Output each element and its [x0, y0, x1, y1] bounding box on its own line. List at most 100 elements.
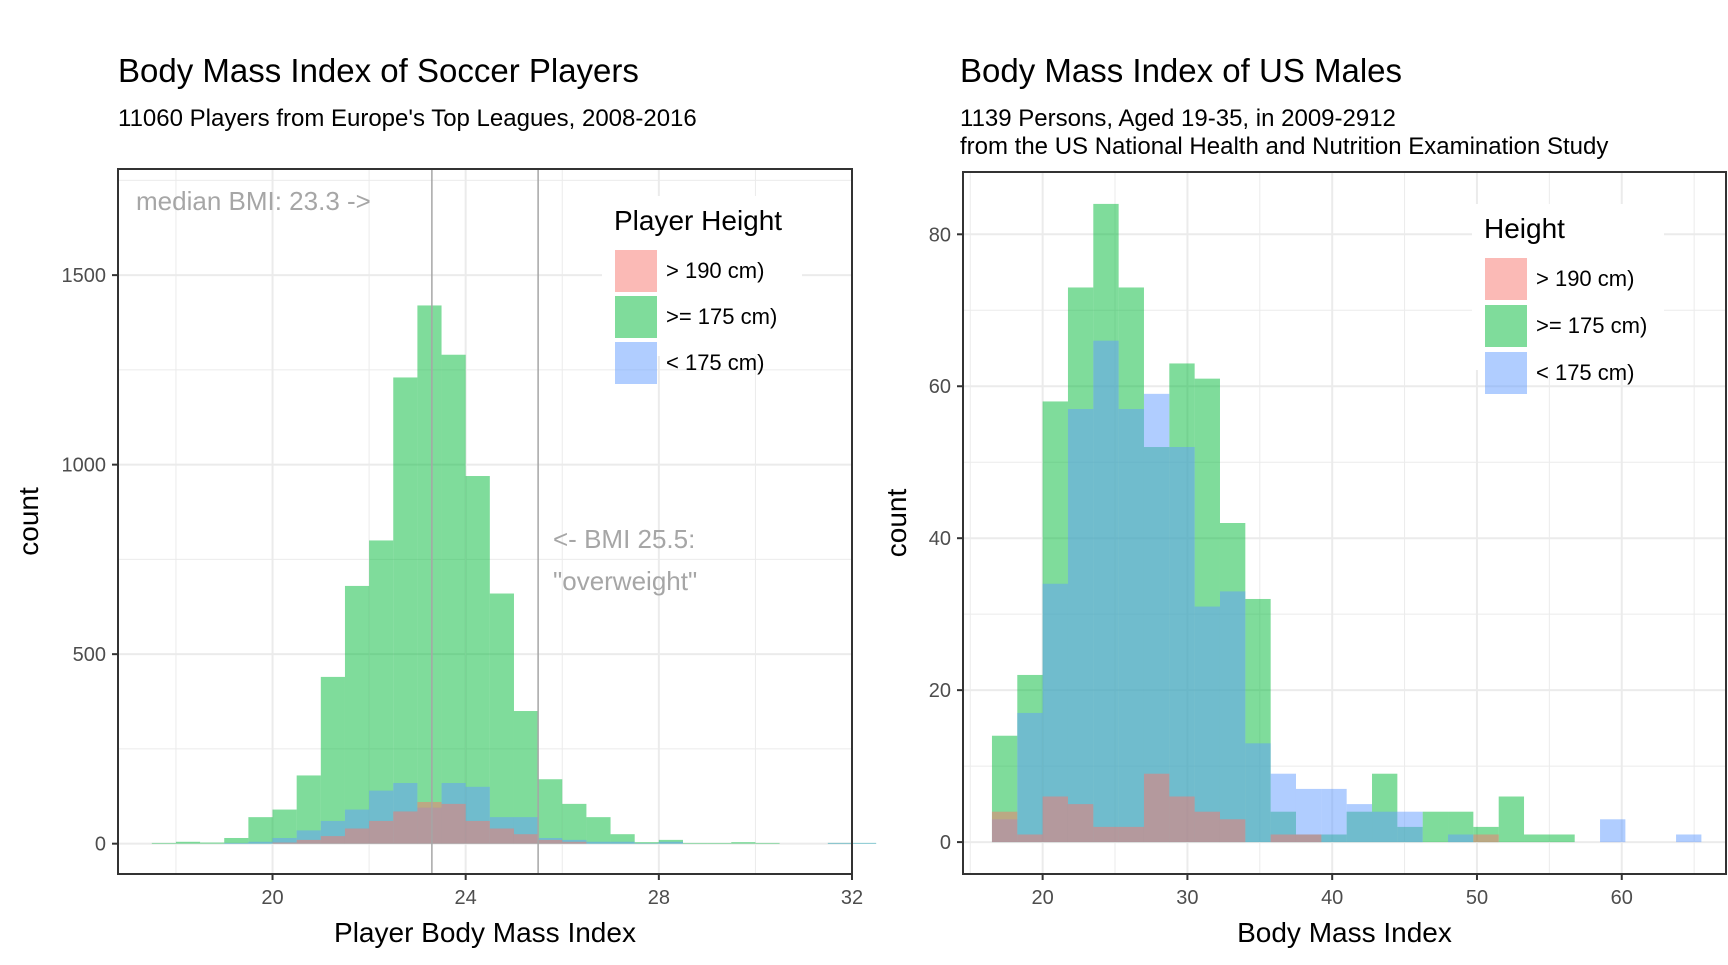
legend-title: Player Height [614, 205, 782, 236]
histogram-bar [490, 594, 514, 844]
y-tick-label: 80 [929, 224, 951, 246]
x-tick-label: 50 [1466, 887, 1488, 909]
histogram-bar [707, 843, 731, 844]
x-tick-label: 24 [455, 887, 477, 909]
x-tick-label: 30 [1176, 887, 1198, 909]
legend-key [1485, 305, 1527, 347]
histogram-bar [466, 821, 490, 844]
histogram-bar [852, 843, 876, 844]
histogram-bar [200, 843, 224, 844]
histogram-bar [1093, 341, 1118, 842]
annotation-text: "overweight" [553, 566, 697, 596]
y-tick-label: 0 [940, 832, 951, 854]
histogram-bar [393, 377, 417, 843]
histogram-bar [1271, 834, 1296, 842]
histogram-bar [1119, 827, 1144, 842]
x-tick-label: 40 [1321, 887, 1343, 909]
histogram-bar [1321, 789, 1346, 842]
y-axis-title: count [13, 487, 44, 556]
annotation-text: median BMI: 23.3 -> [136, 186, 371, 216]
histogram-bar [828, 843, 852, 844]
histogram-bar [1220, 819, 1245, 842]
x-axis-title: Body Mass Index [1237, 917, 1452, 948]
histogram-bar [345, 829, 369, 844]
histogram-bar [1144, 774, 1169, 842]
histogram-bar [297, 840, 321, 844]
legend-label: >= 175 cm) [666, 304, 777, 329]
histogram-bar [1347, 804, 1372, 842]
x-tick-label: 60 [1611, 887, 1633, 909]
histogram-bar [442, 804, 466, 844]
histogram-bar [1195, 812, 1220, 842]
chart-title: Body Mass Index of Soccer Players [118, 52, 639, 89]
soccer-bmi-chart: Body Mass Index of Soccer Players 11060 P… [13, 52, 876, 948]
histogram-bar [490, 829, 514, 844]
histogram-bar [1524, 834, 1549, 842]
legend-key [1485, 352, 1527, 394]
legend-label: > 190 cm) [1536, 266, 1634, 291]
histogram-bar [369, 821, 393, 844]
chart-subtitle: 11060 Players from Europe's Top Leagues,… [118, 105, 697, 132]
legend-label: < 175 cm) [666, 350, 764, 375]
histogram-bar [1195, 607, 1220, 843]
legend-label: < 175 cm) [1536, 360, 1634, 385]
histogram-bar [611, 842, 635, 844]
y-tick-label: 1000 [62, 455, 107, 477]
histogram-bar [1043, 797, 1068, 843]
legend-title: Height [1484, 213, 1565, 244]
histogram-bar [393, 811, 417, 843]
annotation-text: <- BMI 25.5: [553, 524, 695, 554]
x-tick-label: 20 [261, 887, 283, 909]
legend-key [615, 342, 657, 384]
histogram-bar [562, 842, 586, 844]
histogram-bar [586, 842, 610, 844]
us-males-bmi-chart: Body Mass Index of US Males 1139 Persons,… [881, 52, 1726, 948]
histogram-bar [1169, 447, 1194, 842]
histogram-bar [755, 843, 779, 844]
histogram-bar [1372, 812, 1397, 842]
chart-subtitle: 1139 Persons, Aged 19-35, in 2009-2912 [960, 105, 1396, 132]
histogram-bar [273, 843, 297, 844]
y-axis-title: count [881, 489, 912, 558]
x-tick-label: 20 [1032, 887, 1054, 909]
histogram-bar [1017, 834, 1042, 842]
histogram-bar [538, 840, 562, 844]
histogram-bar [1448, 834, 1473, 842]
x-tick-label: 28 [648, 887, 670, 909]
legend-key [615, 250, 657, 292]
histogram-bar [1600, 819, 1625, 842]
histogram-bar [1068, 804, 1093, 842]
x-axis-title: Player Body Mass Index [334, 917, 636, 948]
histogram-bar [586, 817, 610, 844]
histogram-bar [417, 802, 441, 844]
histogram-bar [731, 842, 755, 844]
y-tick-label: 60 [929, 376, 951, 398]
legend-key [1485, 258, 1527, 300]
histogram-bar [538, 779, 562, 843]
histogram-bar [224, 843, 248, 844]
histogram-bar [1296, 834, 1321, 842]
legend: Player Height> 190 cm)>= 175 cm)< 175 cm… [602, 196, 802, 384]
histogram-bar [152, 843, 176, 844]
histogram-bar [1549, 834, 1574, 842]
histogram-bar [1245, 743, 1270, 842]
histogram-bar [1423, 812, 1448, 842]
legend: Height > 190 cm) >= 175 cm) < 175 cm) [1472, 204, 1664, 394]
histogram-bar [224, 838, 248, 844]
legend-key [615, 296, 657, 338]
histogram-bar [659, 842, 683, 844]
histogram-bar [176, 842, 200, 844]
histogram-bar [321, 677, 345, 844]
histogram-bar [1271, 774, 1296, 842]
histogram-bar [683, 843, 707, 844]
chart-subtitle: from the US National Health and Nutritio… [960, 133, 1608, 160]
y-tick-label: 20 [929, 680, 951, 702]
histogram-bar [417, 305, 441, 843]
legend-label: >= 175 cm) [1536, 313, 1647, 338]
histogram-bar [442, 355, 466, 844]
x-tick-label: 32 [841, 887, 863, 909]
y-tick-label: 500 [73, 644, 106, 666]
histogram-bar [1296, 789, 1321, 842]
chart-title: Body Mass Index of US Males [960, 52, 1402, 89]
